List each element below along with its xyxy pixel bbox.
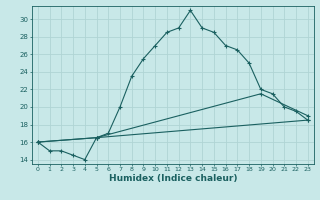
X-axis label: Humidex (Indice chaleur): Humidex (Indice chaleur) (108, 174, 237, 183)
